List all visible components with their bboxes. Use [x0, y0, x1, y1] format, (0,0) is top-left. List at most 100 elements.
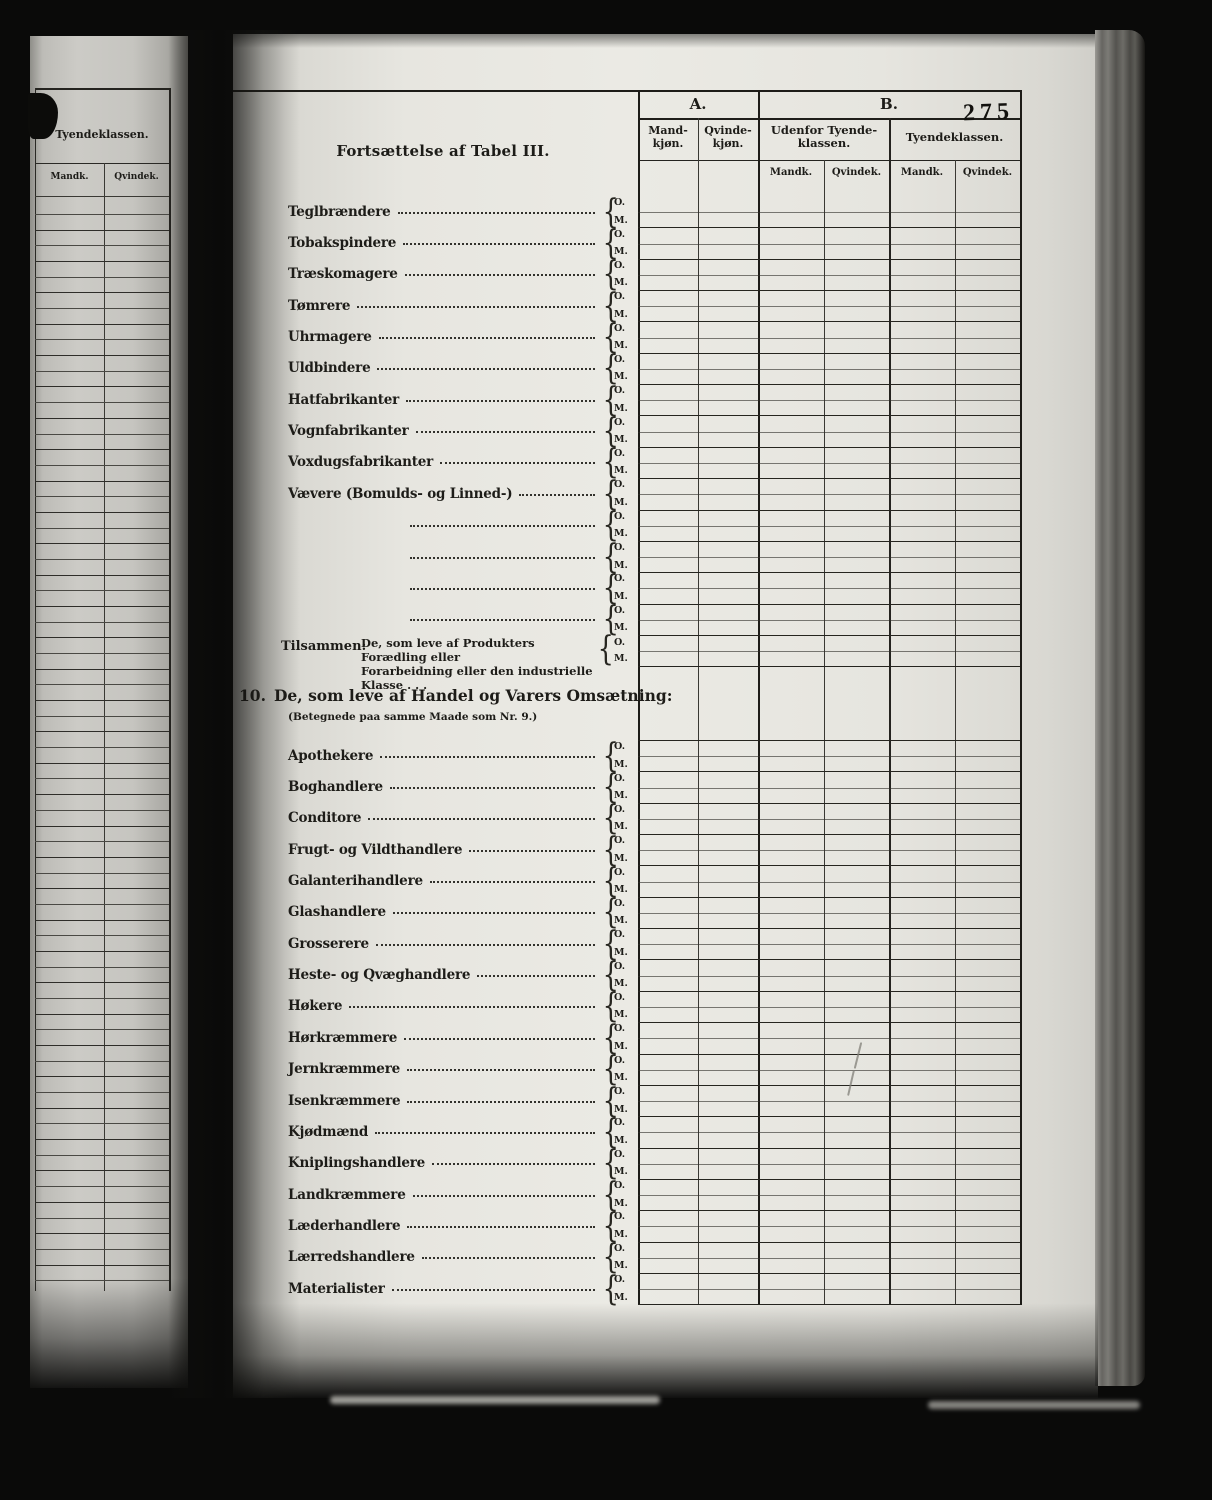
row-marker-m: M.	[614, 653, 628, 665]
grid-row-midline	[638, 368, 1020, 370]
ruled-line	[35, 653, 169, 655]
ruled-line	[35, 355, 169, 357]
occupation-label: Uldbindere	[288, 360, 371, 377]
ruled-line	[35, 229, 169, 231]
col-divider-a	[698, 118, 699, 1305]
row-markers: O. M.	[614, 930, 634, 957]
row-marker-o: O.	[614, 479, 626, 491]
grid-row-block	[638, 352, 1020, 384]
row-brace: {	[602, 1017, 619, 1058]
dotted-leader	[519, 493, 595, 496]
ruled-line	[35, 935, 169, 937]
grid-row-midline	[638, 243, 1020, 245]
row-markers: O. M.	[614, 512, 634, 539]
ruled-line	[35, 543, 169, 545]
grid-row-midline	[638, 494, 1020, 496]
dotted-leader	[404, 1037, 595, 1040]
row-markers: O. M.	[614, 292, 634, 319]
ruled-line	[35, 527, 169, 529]
ruled-line	[35, 323, 169, 325]
row-marker-m: M.	[614, 340, 628, 352]
group-divider-b	[889, 118, 891, 1305]
occupation-row: Isenkræmmere {O. M.	[233, 1084, 638, 1118]
occupation-row: Conditore {O. M.	[233, 801, 638, 835]
section-note: (Betegnede paa samme Maade som Nr. 9.)	[288, 711, 538, 723]
row-marker-o: O.	[614, 741, 626, 753]
grid-left-border	[638, 90, 640, 1305]
occupation-row: Frugt- og Vildthandlere {O. M.	[233, 833, 638, 867]
section-heading: 10. De, som leve af Handel og Varers Omsæ…	[239, 686, 679, 705]
grid-row-block	[638, 196, 1020, 227]
grid-row-block	[638, 959, 1020, 990]
occupation-row: Galanterihandlere {O. M.	[233, 864, 638, 898]
right-page: Fortsættelse af Tabel III. 275 A. B. Man…	[233, 34, 1098, 1398]
occupation-row: Voxdugsfabrikanter {O. M.	[233, 445, 638, 479]
row-brace: {	[602, 735, 619, 776]
row-marker-o: O.	[614, 228, 626, 240]
row-marker-o: O.	[614, 1242, 626, 1254]
census-table: Fortsættelse af Tabel III. 275 A. B. Man…	[233, 90, 1022, 1306]
row-markers: O. M.	[614, 805, 634, 832]
left-table-left-border	[35, 88, 36, 1291]
occupation-row: {O. M.	[233, 508, 638, 542]
ruled-line	[35, 386, 169, 388]
row-marker-m: M.	[614, 821, 628, 833]
row-marker-m: M.	[614, 590, 628, 602]
left-table-top-border	[35, 88, 170, 90]
ruled-line	[35, 464, 169, 466]
ruled-line	[35, 668, 169, 670]
ruled-line	[35, 1248, 169, 1250]
grid-row-block	[638, 572, 1020, 603]
grid-row-block	[638, 384, 1020, 415]
row-marker-m: M.	[614, 434, 628, 446]
row-brace: {	[602, 923, 619, 964]
row-markers: O. M.	[614, 1244, 634, 1271]
row-marker-o: O.	[614, 604, 626, 616]
row-marker-o: O.	[614, 866, 626, 878]
occupation-row: Grosserere {O. M.	[233, 923, 638, 964]
dotted-leader	[357, 305, 595, 308]
occupation-label: Heste- og Qvæghandlere	[288, 967, 471, 984]
occupation-row: Lærredshandlere {O. M.	[233, 1240, 638, 1274]
ruled-line	[35, 1154, 169, 1156]
occupation-label: Isenkræmmere	[288, 1092, 401, 1109]
row-markers: O. M.	[614, 324, 634, 351]
grid-row-midline	[638, 1195, 1020, 1197]
ruled-line	[35, 433, 169, 435]
grid-row-block	[638, 834, 1020, 865]
grid-row-midline	[638, 1226, 1020, 1228]
occupation-label: Apothekere	[288, 747, 374, 764]
dotted-leader	[404, 274, 595, 277]
row-markers: O. M.	[614, 1024, 634, 1051]
occupation-label: Jernkræmmere	[288, 1061, 400, 1078]
row-marker-m: M.	[614, 559, 628, 571]
row-marker-o: O.	[614, 1086, 626, 1098]
left-page-bottom-shadow	[30, 1278, 188, 1388]
dotted-leader	[412, 1194, 595, 1197]
ruled-line	[35, 1107, 169, 1109]
grid-row-block	[638, 509, 1020, 541]
col-divider-b2	[955, 160, 956, 1305]
grid-row-midline	[638, 756, 1020, 758]
row-marker-m: M.	[614, 852, 628, 864]
ruled-line	[35, 1170, 169, 1172]
grid-row-midline	[638, 1289, 1020, 1291]
row-marker-o: O.	[614, 385, 626, 397]
page-edge-highlight	[330, 1396, 660, 1404]
row-marker-o: O.	[614, 1148, 626, 1160]
grid-row-block	[638, 802, 1020, 834]
column-group-tyendeklassen: Tyendeklassen.	[905, 130, 1004, 144]
grid-row-midline	[638, 1132, 1020, 1134]
row-marker-m: M.	[614, 622, 628, 634]
ruled-line	[35, 809, 169, 811]
grid-row-block	[638, 1022, 1020, 1053]
row-brace: {	[602, 348, 619, 389]
ruled-line	[35, 558, 169, 560]
row-marker-o: O.	[614, 259, 626, 271]
left-subheader-qvindek: Qvindek.	[114, 172, 159, 182]
row-marker-m: M.	[614, 978, 628, 990]
row-marker-m: M.	[614, 214, 628, 226]
dotted-leader	[392, 912, 595, 915]
ruled-line	[35, 1092, 169, 1094]
